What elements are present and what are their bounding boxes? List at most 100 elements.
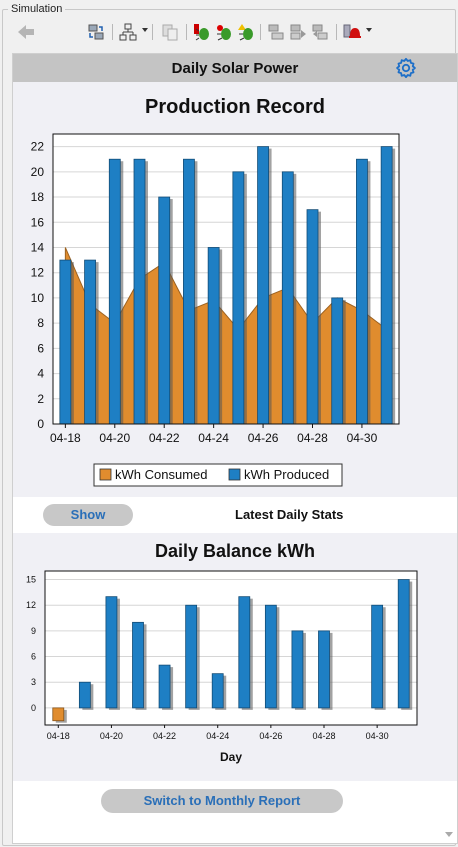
- toolbar-separator: [152, 24, 153, 40]
- legend-swatch-produced: [228, 468, 241, 481]
- legend-label-produced: kWh Produced: [244, 467, 329, 482]
- legend-label-consumed: kWh Consumed: [115, 467, 207, 482]
- x-tick-label: 04-22: [149, 431, 180, 445]
- balance-bar: [105, 596, 118, 709]
- y-tick-label: 2: [37, 392, 44, 406]
- balance-chart-title: Daily Balance kWh: [154, 541, 316, 561]
- produced-bar: [158, 196, 171, 425]
- y-tick-label: 18: [31, 190, 45, 204]
- swap-icon[interactable]: [86, 22, 106, 42]
- produced-bar: [133, 158, 146, 425]
- copy-icon[interactable]: [160, 22, 180, 42]
- produced-bar: [306, 209, 319, 425]
- y-tick-label: 12: [26, 600, 36, 610]
- network-icon[interactable]: [118, 22, 138, 42]
- panel-title: Daily Solar Power: [171, 60, 299, 77]
- produced-bar: [380, 146, 393, 425]
- simulation-group-title: Simulation: [8, 2, 66, 16]
- stats-bar: Show Latest Daily Stats: [13, 497, 457, 533]
- x-tick-label: 04-22: [153, 731, 176, 741]
- panel-header: Daily Solar Power: [13, 54, 457, 82]
- plot-background: [45, 571, 417, 725]
- x-tick-label: 04-26: [259, 731, 282, 741]
- step-back-icon[interactable]: [310, 22, 330, 42]
- y-tick-label: 12: [31, 266, 45, 280]
- back-arrow-icon[interactable]: [16, 22, 36, 42]
- y-tick-label: 9: [31, 626, 36, 636]
- x-tick-label: 04-28: [297, 431, 328, 445]
- x-tick-label: 04-30: [347, 431, 378, 445]
- plot-frame: [52, 133, 400, 425]
- production-chart: 0 2 4 6 8 10 12 14 16 18 20 22 04-18 04-20 04-22 04-24 0…: [31, 133, 400, 487]
- balance-bar: [397, 579, 410, 709]
- x-tick-label: 04-24: [198, 431, 229, 445]
- y-tick-label: 15: [26, 575, 36, 585]
- switch-monthly-report-button[interactable]: Switch to Monthly Report: [101, 789, 343, 813]
- legend-box: [93, 463, 343, 487]
- x-tick-label: 04-18: [50, 431, 81, 445]
- x-tick-label: 04-24: [206, 731, 229, 741]
- y-tick-label: 6: [31, 652, 36, 662]
- bug-green-icon[interactable]: [214, 22, 234, 42]
- balance-bar: [238, 596, 251, 709]
- produced-bar: [59, 259, 72, 425]
- x-tick-label: 04-18: [47, 731, 70, 741]
- toolbar-separator: [186, 24, 187, 40]
- y-tick-label: 0: [37, 417, 44, 431]
- balance-bar: [371, 604, 384, 709]
- x-tick-label: 04-26: [248, 431, 279, 445]
- produced-bar: [356, 158, 368, 425]
- produced-bar: [108, 158, 121, 425]
- show-button[interactable]: Show: [43, 504, 133, 526]
- balance-bar: [132, 621, 144, 709]
- gear-icon[interactable]: [395, 57, 417, 79]
- y-tick-label: 10: [31, 291, 45, 305]
- y-tick-label: 0: [31, 703, 36, 713]
- y-tick-label: 22: [31, 140, 45, 154]
- produced-bar: [207, 247, 220, 425]
- alarm-dropdown-arrow[interactable]: [366, 28, 372, 32]
- step-forward-icon[interactable]: [288, 22, 308, 42]
- x-tick-label: 04-20: [100, 731, 123, 741]
- daily-solar-panel: Daily Solar Power Production Record 0 2 4 6…: [12, 53, 458, 844]
- balance-bar: [158, 664, 171, 709]
- panel-footer: Switch to Monthly Report: [13, 781, 457, 843]
- latest-daily-stats-label: Latest Daily Stats: [235, 507, 344, 522]
- x-tick-label: 04-20: [99, 431, 130, 445]
- y-tick-label: 20: [31, 165, 45, 179]
- balance-bar: [185, 604, 198, 709]
- legend-swatch-consumed: [99, 468, 112, 481]
- toolbar-separator: [260, 24, 261, 40]
- balance-bar: [78, 681, 91, 709]
- scroll-down-arrow[interactable]: [445, 832, 453, 837]
- balance-bar: [211, 673, 224, 709]
- production-chart-title: Production Record: [144, 96, 325, 118]
- alarm-bell-icon[interactable]: [342, 22, 362, 42]
- bug-red-icon[interactable]: [192, 22, 212, 42]
- balance-bar: [264, 604, 277, 709]
- plot-frame: [44, 570, 418, 726]
- y-tick-label: 4: [37, 367, 44, 381]
- balance-bar: [52, 707, 65, 722]
- production-chart-area: Production Record 0 2 4 6 8 10 12 14 16 18 20 22 04-…: [13, 82, 457, 497]
- step-icon[interactable]: [266, 22, 286, 42]
- balance-chart-area: Daily Balance kWh 0 3 6 9 12 15 04-18 04-20 04-2…: [13, 533, 457, 781]
- y-tick-label: 6: [37, 341, 44, 355]
- toolbar-separator: [336, 24, 337, 40]
- balance-bar: [318, 630, 330, 709]
- balance-chart: 0 3 6 9 12 15 04-18 04-20 04-22 04-24 04-26 04-28 04…: [26, 570, 418, 764]
- network-dropdown-arrow[interactable]: [142, 28, 148, 32]
- y-tick-label: 14: [31, 240, 45, 254]
- produced-bar: [84, 259, 96, 425]
- toolbar-separator: [112, 24, 113, 40]
- x-tick-label: 04-28: [312, 731, 335, 741]
- produced-bar: [331, 297, 344, 425]
- balance-bar: [291, 630, 304, 709]
- y-tick-label: 8: [37, 316, 44, 330]
- produced-bar: [281, 171, 294, 425]
- bug-yellow-icon[interactable]: [236, 22, 256, 42]
- simulation-toolbar: [14, 20, 444, 44]
- y-tick-label: 16: [31, 215, 45, 229]
- x-axis-label: Day: [220, 750, 242, 764]
- x-tick-label: 04-30: [366, 731, 389, 741]
